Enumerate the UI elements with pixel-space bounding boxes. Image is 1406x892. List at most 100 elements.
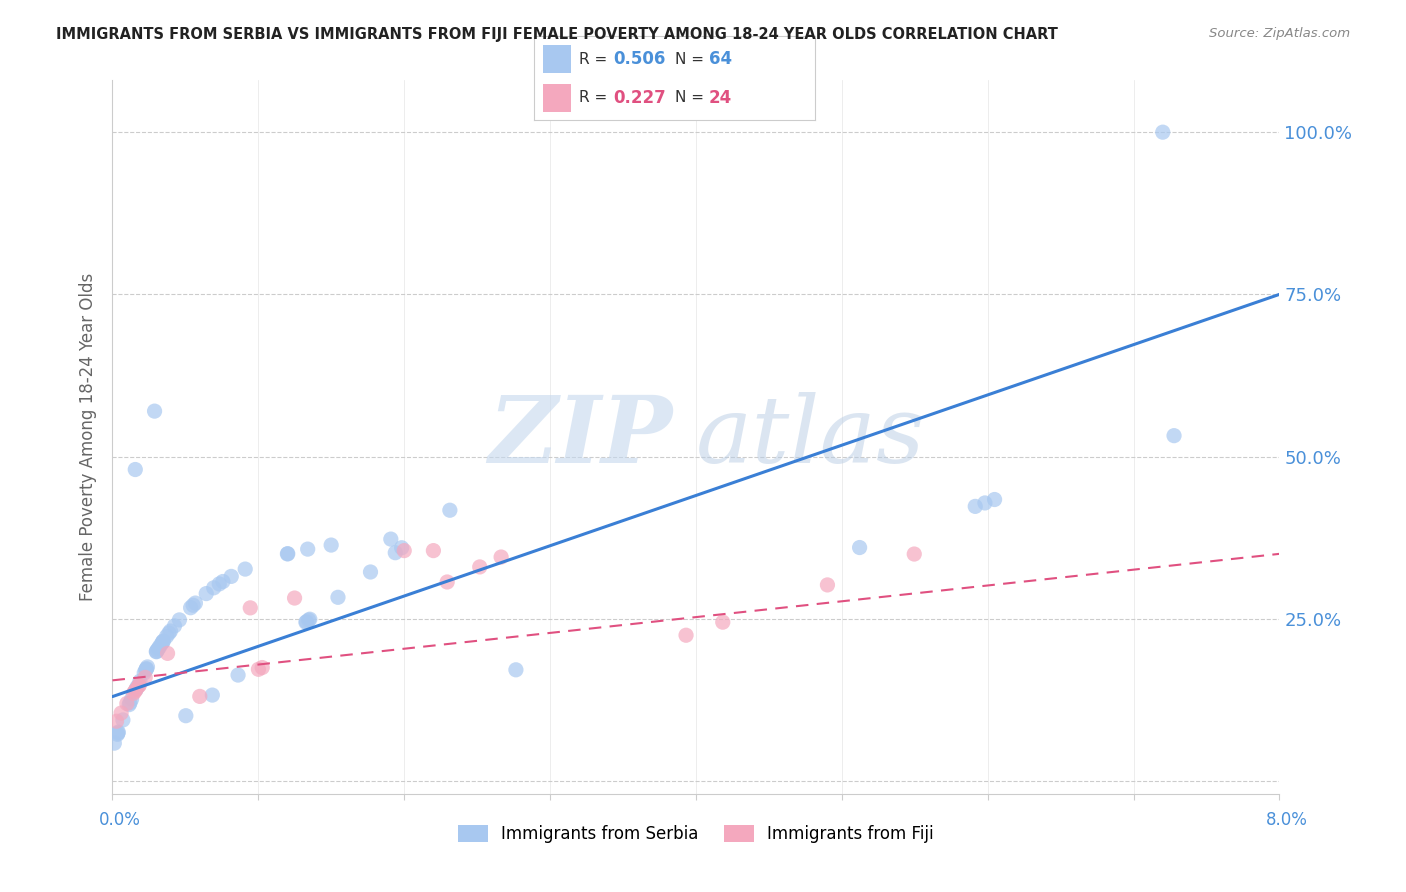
Point — [903, 547, 925, 561]
Point — [118, 698, 141, 712]
Text: IMMIGRANTS FROM SERBIA VS IMMIGRANTS FROM FIJI FEMALE POVERTY AMONG 18-24 YEAR O: IMMIGRANTS FROM SERBIA VS IMMIGRANTS FRO… — [56, 27, 1059, 42]
Point — [155, 629, 177, 643]
Point — [149, 640, 172, 654]
Point — [122, 686, 145, 700]
Point — [105, 714, 128, 729]
Point — [675, 628, 697, 642]
Point — [188, 690, 211, 704]
Point — [1152, 125, 1174, 139]
Point — [817, 578, 839, 592]
Point — [156, 646, 179, 660]
Text: N =: N = — [675, 90, 709, 105]
Legend: Immigrants from Serbia, Immigrants from Fiji: Immigrants from Serbia, Immigrants from … — [451, 818, 941, 850]
Point — [145, 645, 167, 659]
Point — [391, 541, 413, 555]
Point — [159, 624, 181, 638]
Point — [1163, 428, 1185, 442]
Point — [505, 663, 527, 677]
Point — [128, 679, 150, 693]
Point — [326, 591, 349, 605]
Point — [146, 643, 169, 657]
Point — [148, 641, 170, 656]
Text: R =: R = — [579, 90, 613, 105]
Point — [180, 600, 202, 615]
Point — [848, 541, 870, 555]
Point — [298, 613, 321, 627]
Point — [380, 532, 402, 546]
Point — [436, 574, 458, 589]
Y-axis label: Female Poverty Among 18-24 Year Olds: Female Poverty Among 18-24 Year Olds — [79, 273, 97, 601]
Point — [983, 492, 1005, 507]
Point — [250, 660, 273, 674]
Text: 0.227: 0.227 — [613, 88, 666, 106]
Point — [284, 591, 307, 605]
Point — [134, 665, 156, 680]
Point — [195, 586, 218, 600]
Point — [965, 500, 987, 514]
Point — [208, 577, 231, 591]
Point — [135, 662, 157, 676]
Point — [124, 462, 146, 476]
Point — [121, 692, 143, 706]
Point — [125, 682, 148, 697]
Point — [125, 682, 148, 697]
Point — [384, 546, 406, 560]
Point — [103, 736, 125, 750]
Point — [212, 574, 235, 589]
Point — [295, 615, 318, 629]
Point — [135, 662, 157, 676]
Point — [276, 547, 298, 561]
Point — [107, 725, 129, 739]
Text: 64: 64 — [709, 51, 731, 69]
Text: 0.506: 0.506 — [613, 51, 665, 69]
Point — [298, 612, 321, 626]
Text: Source: ZipAtlas.com: Source: ZipAtlas.com — [1209, 27, 1350, 40]
Point — [468, 560, 491, 574]
Point — [118, 696, 141, 710]
Point — [143, 404, 166, 418]
Point — [129, 674, 152, 689]
Point — [169, 613, 191, 627]
Point — [157, 626, 180, 640]
Point — [711, 615, 734, 629]
Point — [360, 565, 382, 579]
Point — [184, 596, 207, 610]
Point — [110, 706, 132, 720]
Text: R =: R = — [579, 52, 613, 67]
Point — [107, 727, 129, 741]
Point — [107, 726, 129, 740]
Point — [134, 670, 156, 684]
Bar — [543, 45, 571, 73]
Point — [115, 697, 138, 711]
Point — [321, 538, 343, 552]
Text: ZIP: ZIP — [488, 392, 672, 482]
Point — [128, 678, 150, 692]
Point — [219, 569, 242, 583]
Point — [152, 634, 174, 648]
Point — [974, 496, 997, 510]
Point — [152, 634, 174, 648]
Point — [422, 543, 444, 558]
Point — [202, 581, 225, 595]
Text: 24: 24 — [709, 88, 733, 106]
Point — [297, 542, 319, 557]
Point — [247, 662, 270, 676]
Point — [394, 543, 416, 558]
Point — [181, 599, 204, 613]
Point — [295, 615, 318, 630]
Point — [127, 680, 149, 694]
Text: N =: N = — [675, 52, 709, 67]
Point — [135, 663, 157, 677]
Point — [201, 688, 224, 702]
Point — [163, 619, 186, 633]
Point — [489, 549, 512, 564]
Point — [111, 713, 134, 727]
Point — [226, 668, 249, 682]
Point — [150, 636, 173, 650]
Point — [136, 660, 159, 674]
Text: 0.0%: 0.0% — [98, 811, 141, 829]
Bar — [543, 84, 571, 112]
Point — [145, 644, 167, 658]
Point — [277, 547, 299, 561]
Text: 8.0%: 8.0% — [1265, 811, 1308, 829]
